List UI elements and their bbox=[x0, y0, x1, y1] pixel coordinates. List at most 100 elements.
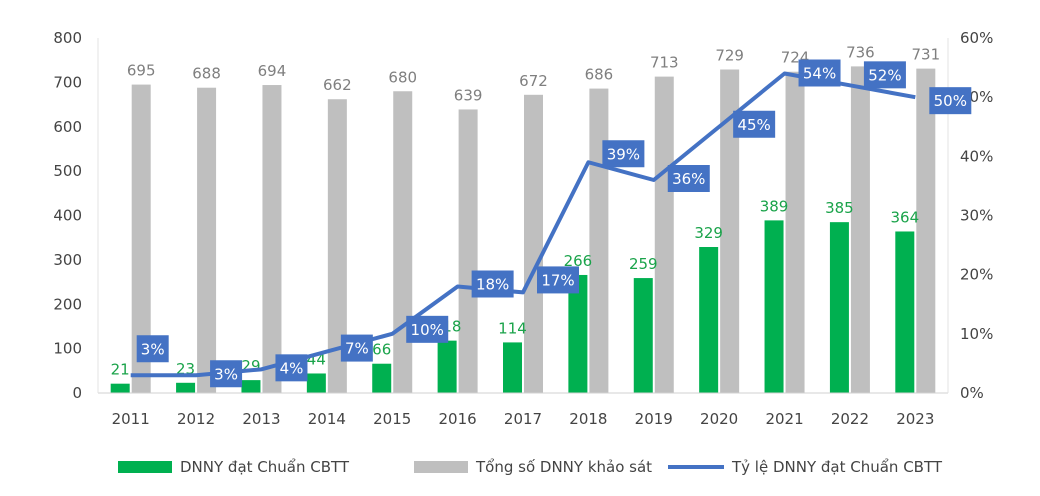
bar-total-surveyed bbox=[850, 66, 870, 394]
x-tick-label: 2018 bbox=[569, 410, 607, 428]
y-left-tick-label: 300 bbox=[53, 251, 82, 269]
legend-item-green: DNNY đạt Chuẩn CBTT bbox=[118, 452, 349, 482]
rate-label-box bbox=[667, 165, 710, 192]
rate-label-box bbox=[602, 140, 645, 168]
rate-data-label: 52% bbox=[863, 61, 906, 89]
y-left-tick-label: 200 bbox=[53, 295, 82, 313]
legend-item-gray: Tổng số DNNY khảo sát bbox=[414, 452, 652, 482]
y-left-tick-label: 0 bbox=[72, 384, 82, 402]
x-tick-label: 2012 bbox=[177, 410, 215, 428]
rate-data-label: 45% bbox=[733, 110, 776, 138]
rate-label-text: 10% bbox=[411, 321, 444, 339]
y-left-tick-label: 700 bbox=[53, 73, 82, 91]
rate-data-label: 36% bbox=[667, 165, 710, 192]
compliant-data-label: 21 bbox=[111, 361, 130, 379]
bar-total-surveyed bbox=[197, 87, 217, 393]
rate-label-text: 18% bbox=[476, 276, 509, 294]
total-data-label: 688 bbox=[192, 65, 221, 83]
rate-label-box bbox=[406, 315, 449, 343]
x-tick-label: 2017 bbox=[504, 410, 542, 428]
legend-swatch-line bbox=[668, 465, 724, 469]
legend: DNNY đạt Chuẩn CBTT Tổng số DNNY khảo sá… bbox=[0, 452, 1040, 482]
rate-data-label: 7% bbox=[340, 334, 373, 362]
bar-total-surveyed bbox=[720, 69, 740, 393]
total-data-label: 731 bbox=[911, 46, 940, 64]
bar-total-surveyed bbox=[916, 68, 936, 394]
bar-compliant bbox=[437, 340, 457, 393]
combo-chart: 0 100 200 300 400 500 600 700 800 0% 10% 20% 30% 40%… bbox=[53, 29, 993, 428]
x-tick-label: 2016 bbox=[439, 410, 477, 428]
legend-swatch-green bbox=[118, 461, 172, 473]
rate-label-box bbox=[275, 354, 308, 382]
total-data-label: 694 bbox=[258, 62, 287, 80]
compliant-data-label: 385 bbox=[825, 199, 854, 217]
compliant-data-label: 329 bbox=[694, 224, 723, 242]
rate-label-text: 45% bbox=[737, 116, 770, 134]
bar-compliant bbox=[895, 231, 915, 393]
compliant-data-label: 259 bbox=[629, 255, 658, 273]
bar-total-surveyed bbox=[524, 94, 543, 394]
bar-compliant bbox=[241, 380, 261, 393]
x-tick-label: 2013 bbox=[242, 410, 280, 428]
rate-data-label: 54% bbox=[798, 59, 841, 87]
bar-compliant bbox=[764, 220, 784, 393]
y-left-tick-label: 600 bbox=[53, 118, 82, 136]
y-left-tick-label: 500 bbox=[53, 162, 82, 180]
total-data-label: 680 bbox=[388, 68, 417, 86]
x-tick-label: 2023 bbox=[896, 410, 934, 428]
total-data-label: 639 bbox=[454, 86, 483, 104]
rate-label-text: 36% bbox=[672, 170, 705, 188]
legend-item-line: Tỷ lệ DNNY đạt Chuẩn CBTT bbox=[668, 452, 942, 482]
bar-compliant bbox=[503, 342, 522, 393]
x-tick-label: 2014 bbox=[308, 410, 346, 428]
rate-label-box bbox=[340, 334, 373, 362]
legend-label-green: DNNY đạt Chuẩn CBTT bbox=[180, 458, 350, 476]
rate-label-text: 50% bbox=[934, 92, 967, 110]
bar-total-surveyed bbox=[262, 85, 282, 393]
bar-compliant bbox=[372, 363, 392, 393]
compliant-data-label: 389 bbox=[760, 197, 789, 215]
bar-compliant bbox=[699, 247, 719, 393]
rate-label-text: 4% bbox=[280, 359, 304, 377]
rate-label-text: 17% bbox=[541, 271, 574, 289]
rate-label-text: 7% bbox=[345, 340, 369, 358]
rate-label-box bbox=[798, 59, 841, 87]
bar-compliant bbox=[176, 382, 196, 393]
x-tick-label: 2019 bbox=[635, 410, 673, 428]
total-data-label: 729 bbox=[715, 47, 744, 65]
rate-data-label: 3% bbox=[136, 335, 169, 363]
rate-label-text: 52% bbox=[868, 66, 901, 84]
legend-swatch-gray bbox=[414, 461, 468, 473]
total-data-label: 736 bbox=[846, 43, 875, 61]
x-tick-label: 2022 bbox=[831, 410, 869, 428]
total-data-label: 695 bbox=[127, 62, 156, 80]
bar-total-surveyed bbox=[131, 84, 151, 393]
legend-label-gray: Tổng số DNNY khảo sát bbox=[476, 458, 653, 476]
compliant-data-label: 266 bbox=[564, 252, 593, 270]
bar-compliant bbox=[568, 274, 588, 393]
rate-data-label: 10% bbox=[406, 315, 449, 343]
rate-data-label: 18% bbox=[471, 270, 514, 298]
bar-total-surveyed bbox=[327, 99, 347, 394]
rate-label-text: 39% bbox=[607, 145, 640, 163]
y-right-tick-label: 0% bbox=[960, 384, 984, 402]
rate-data-label: 50% bbox=[929, 87, 972, 115]
compliant-data-label: 114 bbox=[498, 319, 527, 337]
y-left-tick-label: 800 bbox=[53, 29, 82, 47]
y-left-tick-label: 100 bbox=[53, 340, 82, 358]
total-data-label: 686 bbox=[585, 66, 614, 84]
rate-data-label: 17% bbox=[537, 266, 579, 294]
y-right-tick-label: 60% bbox=[960, 29, 993, 47]
x-tick-label: 2021 bbox=[765, 410, 803, 428]
x-tick-label: 2015 bbox=[373, 410, 411, 428]
rate-line bbox=[130, 71, 916, 378]
x-tick-label: 2020 bbox=[700, 410, 738, 428]
bar-compliant bbox=[829, 222, 849, 393]
rate-label-box bbox=[537, 266, 579, 294]
rate-label-box bbox=[733, 110, 776, 138]
rate-label-box bbox=[210, 360, 243, 388]
legend-label-line: Tỷ lệ DNNY đạt Chuẩn CBTT bbox=[732, 458, 943, 476]
bar-total-surveyed bbox=[393, 91, 413, 393]
bar-compliant bbox=[110, 383, 130, 393]
bar-total-surveyed bbox=[458, 109, 478, 393]
